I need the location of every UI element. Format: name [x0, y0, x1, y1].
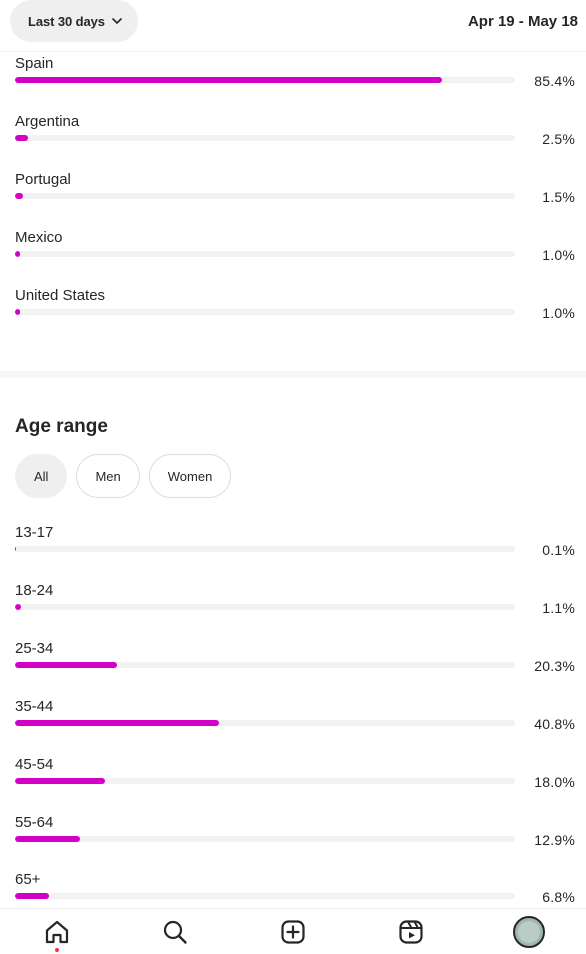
- chevron-down-icon: [112, 18, 122, 24]
- filter-men-chip[interactable]: Men: [76, 454, 140, 498]
- country-label: Argentina: [15, 113, 80, 130]
- age-percent: 6.8%: [542, 889, 575, 905]
- bar-track: [15, 251, 515, 257]
- section-divider: [0, 371, 586, 378]
- bar-track: [15, 836, 515, 842]
- bar-fill: [15, 836, 80, 842]
- bar-fill: [15, 893, 49, 899]
- country-row: United States 1.0%: [15, 287, 575, 331]
- bar-track: [15, 309, 515, 315]
- country-row: Spain 85.4%: [15, 55, 575, 99]
- country-label: Portugal: [15, 171, 71, 188]
- avatar-image: [518, 920, 540, 943]
- nav-search[interactable]: [158, 915, 192, 949]
- bar-track: [15, 135, 515, 141]
- age-label: 65+: [15, 871, 41, 888]
- country-percent: 85.4%: [534, 73, 575, 89]
- age-row: 35-44 40.8%: [15, 698, 575, 742]
- age-percent: 12.9%: [534, 832, 575, 848]
- country-row: Mexico 1.0%: [15, 229, 575, 273]
- age-percent: 18.0%: [534, 774, 575, 790]
- age-row: 18-24 1.1%: [15, 582, 575, 626]
- bar-track: [15, 193, 515, 199]
- age-row: 55-64 12.9%: [15, 814, 575, 858]
- notification-dot: [55, 947, 59, 952]
- age-percent: 20.3%: [534, 658, 575, 674]
- age-row: 25-34 20.3%: [15, 640, 575, 684]
- bar-track: [15, 720, 515, 726]
- country-percent: 1.0%: [542, 305, 575, 321]
- bar-track: [15, 546, 515, 552]
- age-range-title: Age range: [15, 416, 108, 437]
- create-icon: [281, 919, 305, 944]
- date-range-dropdown-label: Last 30 days: [28, 13, 105, 29]
- bar-fill: [15, 546, 16, 552]
- nav-create[interactable]: [276, 915, 310, 949]
- age-row: 13-17 0.1%: [15, 524, 575, 568]
- bar-fill: [15, 77, 442, 83]
- country-row: Portugal 1.5%: [15, 171, 575, 215]
- bar-track: [15, 893, 515, 899]
- bar-fill: [15, 193, 23, 199]
- date-range-dropdown[interactable]: Last 30 days: [10, 0, 138, 42]
- age-percent: 1.1%: [542, 600, 575, 616]
- bar-fill: [15, 251, 20, 257]
- country-label: Spain: [15, 55, 54, 72]
- nav-profile[interactable]: [512, 915, 546, 949]
- age-label: 25-34: [15, 640, 54, 657]
- bottom-nav: [0, 908, 586, 954]
- header: Last 30 days Apr 19 - May 18: [0, 0, 586, 52]
- country-row: Argentina 2.5%: [15, 113, 575, 157]
- nav-reels[interactable]: [394, 915, 428, 949]
- age-label: 55-64: [15, 814, 54, 831]
- reels-icon: [399, 919, 423, 944]
- age-label: 35-44: [15, 698, 54, 715]
- age-row: 45-54 18.0%: [15, 756, 575, 800]
- age-percent: 40.8%: [534, 716, 575, 732]
- country-percent: 1.0%: [542, 247, 575, 263]
- date-range-text: Apr 19 - May 18: [467, 13, 578, 30]
- bar-fill: [15, 720, 219, 726]
- age-percent: 0.1%: [542, 542, 575, 558]
- bar-track: [15, 662, 515, 668]
- country-percent: 2.5%: [542, 131, 575, 147]
- bar-fill: [15, 604, 21, 610]
- country-label: United States: [15, 287, 106, 304]
- nav-home[interactable]: [40, 915, 74, 952]
- bar-fill: [15, 135, 28, 141]
- bar-track: [15, 604, 515, 610]
- profile-avatar: [513, 915, 545, 948]
- age-label: 13-17: [15, 524, 54, 541]
- search-icon: [163, 920, 187, 944]
- country-label: Mexico: [15, 229, 63, 246]
- filter-women-chip[interactable]: Women: [148, 454, 232, 498]
- age-label: 18-24: [15, 582, 54, 599]
- bar-track: [15, 77, 515, 83]
- country-percent: 1.5%: [542, 189, 575, 205]
- filter-all-chip[interactable]: All: [15, 454, 68, 498]
- bar-fill: [15, 778, 105, 784]
- home-icon: [45, 920, 69, 943]
- age-label: 45-54: [15, 756, 54, 773]
- bar-fill: [15, 662, 117, 668]
- gender-filter-group: All Men Women: [15, 454, 232, 498]
- age-row: 65+ 6.8%: [15, 871, 575, 915]
- bar-fill: [15, 309, 20, 315]
- bar-track: [15, 778, 515, 784]
